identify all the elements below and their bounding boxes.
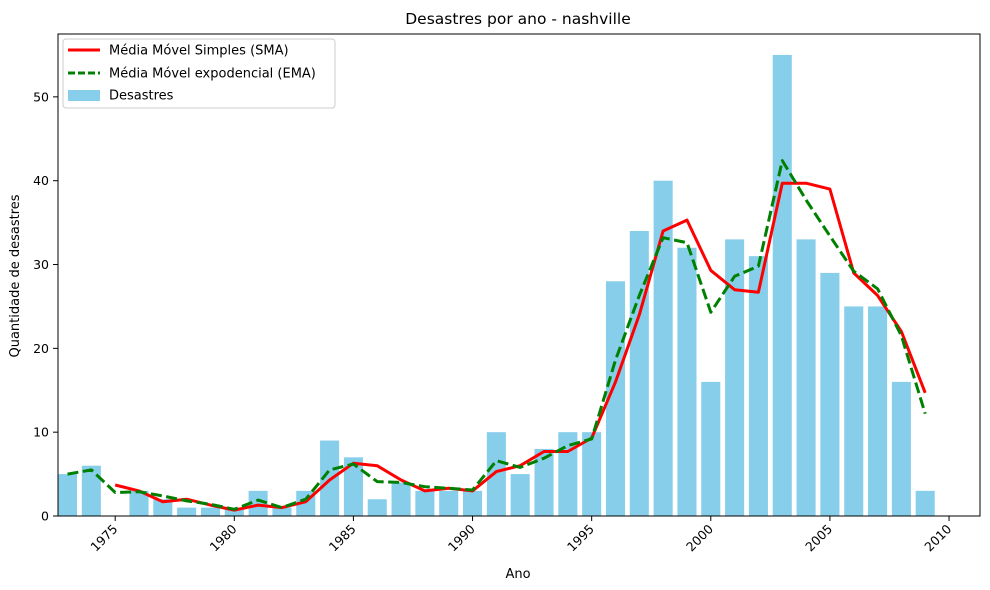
bar-2007 xyxy=(868,306,888,516)
x-tick-label-1995: 1995 xyxy=(564,521,597,554)
y-tick-label-40: 40 xyxy=(33,173,49,188)
bar-1990 xyxy=(463,490,483,516)
bar-1982 xyxy=(272,507,292,516)
y-tick-label-30: 30 xyxy=(33,257,49,272)
x-tick-label-2010: 2010 xyxy=(921,521,954,554)
bar-1994 xyxy=(558,432,578,516)
legend-sma-label: Média Móvel Simples (SMA) xyxy=(109,44,289,59)
bar-1979 xyxy=(200,507,221,516)
y-tick-label-20: 20 xyxy=(33,341,49,356)
bar-1999 xyxy=(677,247,697,516)
bar-1989 xyxy=(439,490,459,516)
legend-box xyxy=(62,38,336,109)
y-tick-label-0: 0 xyxy=(41,509,49,524)
bar-2009 xyxy=(915,490,935,516)
bar-1977 xyxy=(153,499,173,516)
bar-2002 xyxy=(748,256,768,516)
bar-1996 xyxy=(605,281,626,516)
x-tick-label-2005: 2005 xyxy=(802,521,835,554)
bar-1997 xyxy=(629,230,649,516)
bar-1993 xyxy=(534,448,554,516)
x-tick-label-1980: 1980 xyxy=(207,521,240,554)
bar-2006 xyxy=(844,306,864,516)
bar-2005 xyxy=(820,272,840,516)
bar-1981 xyxy=(248,490,268,516)
bar-2001 xyxy=(725,239,745,517)
bar-2008 xyxy=(891,381,911,516)
bar-1987 xyxy=(391,482,411,516)
chart-title: Desastres por ano - nashville xyxy=(405,10,631,28)
bar-1973 xyxy=(58,474,78,516)
plot-frame xyxy=(57,33,981,517)
legend-bars-swatch xyxy=(68,90,100,101)
legend-ema-label: Média Móvel expodencial (EMA) xyxy=(109,67,316,82)
bar-1998 xyxy=(653,180,673,516)
x-axis-label: Ano xyxy=(505,567,530,582)
y-tick-label-50: 50 xyxy=(33,89,49,104)
bar-1995 xyxy=(582,432,602,516)
x-tick-label-1990: 1990 xyxy=(445,521,478,554)
bar-1992 xyxy=(510,474,530,516)
x-tick-label-2000: 2000 xyxy=(683,521,716,554)
bar-1991 xyxy=(486,432,506,516)
bar-1986 xyxy=(367,499,387,516)
bar-1978 xyxy=(177,507,197,516)
lines-layer xyxy=(67,159,927,512)
legend: Média Móvel Simples (SMA) Média Móvel exp… xyxy=(62,38,336,109)
bars-layer xyxy=(58,54,935,517)
y-axis-label: Quantidade de desastres xyxy=(8,194,23,357)
legend-bars-label: Desastres xyxy=(109,89,174,104)
x-tick-label-1985: 1985 xyxy=(326,521,359,554)
bar-1980 xyxy=(224,507,244,516)
bar-1976 xyxy=(129,490,149,516)
bar-1985 xyxy=(343,457,363,516)
bar-2004 xyxy=(796,239,816,517)
bar-1988 xyxy=(415,490,435,516)
x-tick-label-1975: 1975 xyxy=(87,521,120,554)
bar-1974 xyxy=(81,465,101,516)
ema-line xyxy=(67,159,927,511)
sma-line xyxy=(114,181,927,512)
bar-2000 xyxy=(701,381,721,516)
bar-2003 xyxy=(772,54,792,517)
y-tick-label-10: 10 xyxy=(33,425,49,440)
